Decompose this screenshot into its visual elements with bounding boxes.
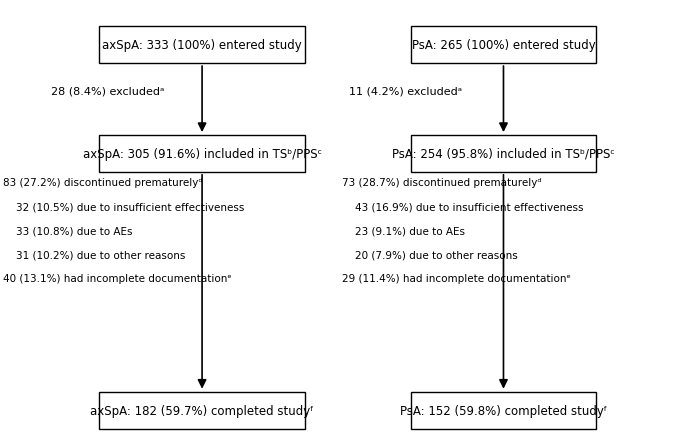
Text: 31 (10.2%) due to other reasons: 31 (10.2%) due to other reasons	[3, 250, 186, 260]
Text: axSpA: 305 (91.6%) included in TSᵇ/PPSᶜ: axSpA: 305 (91.6%) included in TSᵇ/PPSᶜ	[83, 148, 321, 161]
Text: 32 (10.5%) due to insufficient effectiveness: 32 (10.5%) due to insufficient effective…	[3, 202, 245, 212]
FancyBboxPatch shape	[99, 135, 305, 172]
Text: 11 (4.2%) excludedᵃ: 11 (4.2%) excludedᵃ	[349, 86, 462, 96]
FancyBboxPatch shape	[411, 27, 596, 64]
Text: 73 (28.7%) discontinued prematurelyᵈ: 73 (28.7%) discontinued prematurelyᵈ	[342, 178, 542, 188]
Text: PsA: 152 (59.8%) completed studyᶠ: PsA: 152 (59.8%) completed studyᶠ	[400, 404, 607, 417]
Text: 29 (11.4%) had incomplete documentationᵉ: 29 (11.4%) had incomplete documentationᵉ	[342, 273, 571, 283]
Text: 28 (8.4%) excludedᵃ: 28 (8.4%) excludedᵃ	[51, 86, 165, 96]
Text: axSpA: 182 (59.7%) completed studyᶠ: axSpA: 182 (59.7%) completed studyᶠ	[90, 404, 314, 417]
Text: 20 (7.9%) due to other reasons: 20 (7.9%) due to other reasons	[342, 250, 519, 260]
Text: PsA: 254 (95.8%) included in TSᵇ/PPSᶜ: PsA: 254 (95.8%) included in TSᵇ/PPSᶜ	[392, 148, 615, 161]
Text: PsA: 265 (100%) entered study: PsA: 265 (100%) entered study	[412, 39, 595, 52]
Text: 23 (9.1%) due to AEs: 23 (9.1%) due to AEs	[342, 226, 466, 236]
FancyBboxPatch shape	[99, 391, 305, 429]
Text: 83 (27.2%) discontinued prematurelyᵈ: 83 (27.2%) discontinued prematurelyᵈ	[3, 178, 203, 188]
Text: 33 (10.8%) due to AEs: 33 (10.8%) due to AEs	[3, 226, 133, 236]
Text: 40 (13.1%) had incomplete documentationᵉ: 40 (13.1%) had incomplete documentationᵉ	[3, 273, 232, 283]
FancyBboxPatch shape	[411, 135, 596, 172]
Text: 43 (16.9%) due to insufficient effectiveness: 43 (16.9%) due to insufficient effective…	[342, 202, 584, 212]
Text: axSpA: 333 (100%) entered study: axSpA: 333 (100%) entered study	[102, 39, 302, 52]
FancyBboxPatch shape	[411, 391, 596, 429]
FancyBboxPatch shape	[99, 27, 305, 64]
